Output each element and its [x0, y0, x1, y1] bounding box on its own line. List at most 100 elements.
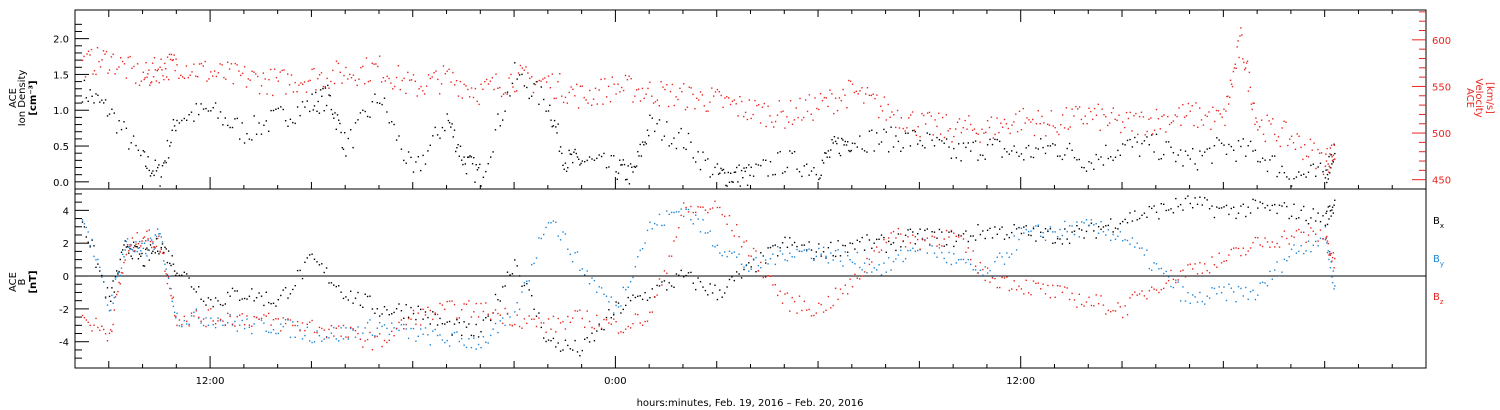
velocity-point [145, 62, 147, 64]
velocity-point [333, 82, 336, 85]
bx-point [427, 316, 429, 319]
velocity-point [1229, 79, 1232, 81]
bx-point [1295, 217, 1298, 220]
velocity-point [1279, 145, 1281, 148]
bz-point [1204, 263, 1206, 265]
density-point [1333, 143, 1335, 145]
bx-point [1208, 208, 1211, 210]
velocity-point [673, 104, 675, 107]
density-point [730, 172, 732, 174]
velocity-point [107, 72, 109, 74]
velocity-point [1041, 115, 1043, 118]
density-point [172, 119, 175, 121]
by-point [629, 281, 632, 283]
bx-point [586, 337, 588, 339]
bx-point [140, 255, 142, 257]
velocity-point [457, 95, 460, 97]
by-point [227, 322, 229, 324]
density-point [407, 151, 410, 153]
velocity-point [1095, 114, 1098, 116]
by-point [593, 280, 596, 282]
bx-point [994, 226, 996, 228]
velocity-point [1001, 126, 1004, 128]
velocity-point [452, 71, 454, 74]
velocity-point [1333, 158, 1335, 161]
bz-point [207, 309, 210, 311]
by-point [1310, 251, 1312, 253]
bz-point [1211, 256, 1213, 258]
density-point [417, 156, 419, 158]
density-point [744, 170, 746, 173]
bz-point [1187, 264, 1189, 266]
bx-point [170, 264, 172, 267]
velocity-point [1230, 83, 1233, 85]
density-point [296, 106, 299, 108]
bz-point [1093, 305, 1095, 307]
bz-point [543, 322, 545, 324]
density-point [1281, 165, 1283, 168]
by-point [820, 253, 822, 255]
bz-point [1235, 247, 1237, 249]
density-point [917, 143, 919, 145]
velocity-point [1018, 110, 1021, 112]
density-point [880, 141, 883, 143]
bz-point [695, 211, 697, 214]
bz-point [1023, 293, 1025, 295]
bx-point [1105, 225, 1107, 227]
bx-point [398, 303, 400, 305]
by-point [854, 263, 856, 265]
bz-point [134, 250, 136, 252]
bx-point [1179, 203, 1182, 206]
by-point [138, 241, 141, 243]
by-point [914, 250, 916, 252]
velocity-point [1334, 158, 1336, 160]
velocity-point [183, 77, 186, 79]
bz-point [844, 284, 846, 286]
density-point [813, 167, 815, 169]
by-point [131, 249, 134, 251]
by-point [186, 323, 188, 325]
bz-point [429, 309, 431, 312]
by-point [113, 296, 115, 299]
bx-point [941, 231, 943, 233]
velocity-point [144, 77, 146, 79]
density-point [629, 163, 632, 165]
velocity-point [607, 85, 610, 88]
bx-point [895, 249, 897, 252]
velocity-point [148, 69, 150, 71]
velocity-point [379, 55, 381, 57]
density-point [854, 142, 856, 145]
bx-point [412, 312, 415, 315]
density-point [465, 173, 468, 175]
bx-point [1093, 230, 1095, 232]
velocity-point [576, 83, 578, 86]
velocity-point [848, 79, 850, 82]
bx-point [1032, 227, 1035, 230]
bz-point [1155, 289, 1158, 291]
by-point [803, 249, 805, 251]
bz-point [897, 227, 900, 230]
by-point [1300, 245, 1302, 247]
bz-point [1300, 231, 1302, 233]
by-point [924, 239, 926, 241]
by-point [909, 249, 912, 252]
density-point [950, 157, 953, 159]
velocity-point [628, 75, 630, 77]
density-point [463, 156, 465, 158]
density-point [504, 110, 506, 112]
bx-point [844, 245, 846, 247]
velocity-point [1330, 167, 1332, 169]
bx-point [1143, 212, 1146, 214]
by-point [193, 311, 195, 313]
by-point [572, 261, 574, 263]
density-point [856, 146, 858, 148]
density-point [104, 99, 107, 101]
by-point [839, 260, 842, 262]
density-point [1295, 176, 1298, 178]
bz-point [851, 286, 854, 288]
bz-point [1194, 263, 1196, 265]
density-point [1100, 156, 1102, 158]
velocity-point [121, 60, 124, 63]
velocity-point [151, 62, 154, 64]
by-point [176, 312, 178, 315]
